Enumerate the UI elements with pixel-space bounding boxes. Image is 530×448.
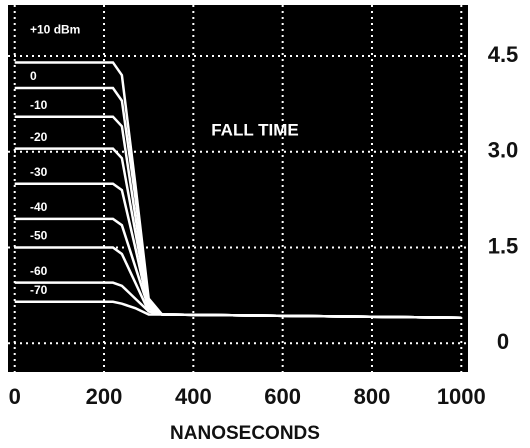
x-tick-label: 1000 (437, 384, 486, 409)
x-axis-label: NANOSECONDS (170, 423, 320, 444)
level-label: -20 (30, 130, 48, 144)
y-tick-label: 1.5 (488, 233, 519, 258)
y-tick-label: 4.5 (488, 42, 519, 67)
x-tick-label: 200 (86, 384, 123, 409)
level-label: -70 (30, 283, 48, 297)
annotation: FALL TIME (211, 120, 299, 139)
level-label: 0 (30, 69, 37, 83)
x-tick-label: 600 (264, 384, 301, 409)
level-label: -40 (30, 200, 48, 214)
level-label: -30 (30, 165, 48, 179)
chart: FALL TIME NANOSECONDS 0 200 400 600 800 1000 0… (0, 0, 530, 448)
x-tick-label: 400 (175, 384, 212, 409)
y-tick-label: 3.0 (488, 138, 519, 163)
level-label: -50 (30, 229, 48, 243)
y-tick-label: 0 (497, 329, 509, 354)
x-tick-label: 800 (354, 384, 391, 409)
level-label: +10 dBm (30, 23, 80, 37)
x-tick-label: 0 (9, 384, 21, 409)
level-label: -10 (30, 98, 48, 112)
level-label: -60 (30, 264, 48, 278)
